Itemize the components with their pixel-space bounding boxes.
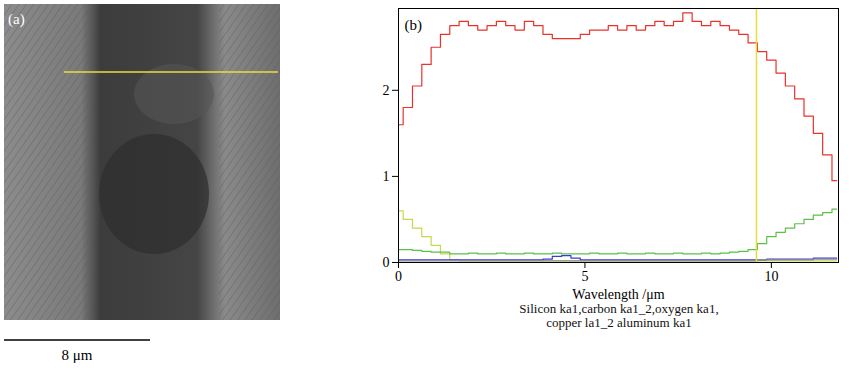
svg-text:0: 0 — [383, 255, 390, 270]
html-text:copper la1_2 aluminum ka1: copper la1_2 aluminum ka1 — [546, 315, 692, 330]
html-text:Silicon ka1,carbon ka1_2,oxyge: Silicon ka1,carbon ka1_2,oxygen ka1, — [519, 301, 719, 316]
svg-text:8 μm: 8 μm — [62, 347, 93, 363]
svg-text:2: 2 — [383, 83, 390, 98]
svg-text:(a): (a) — [8, 11, 25, 28]
svg-text:10: 10 — [764, 269, 778, 284]
svg-text:(b): (b) — [405, 17, 423, 34]
svg-text:0: 0 — [395, 269, 402, 284]
svg-text:Wavelength /μm: Wavelength /μm — [572, 287, 664, 302]
svg-text:5: 5 — [581, 269, 588, 284]
svg-text:1: 1 — [383, 169, 390, 184]
